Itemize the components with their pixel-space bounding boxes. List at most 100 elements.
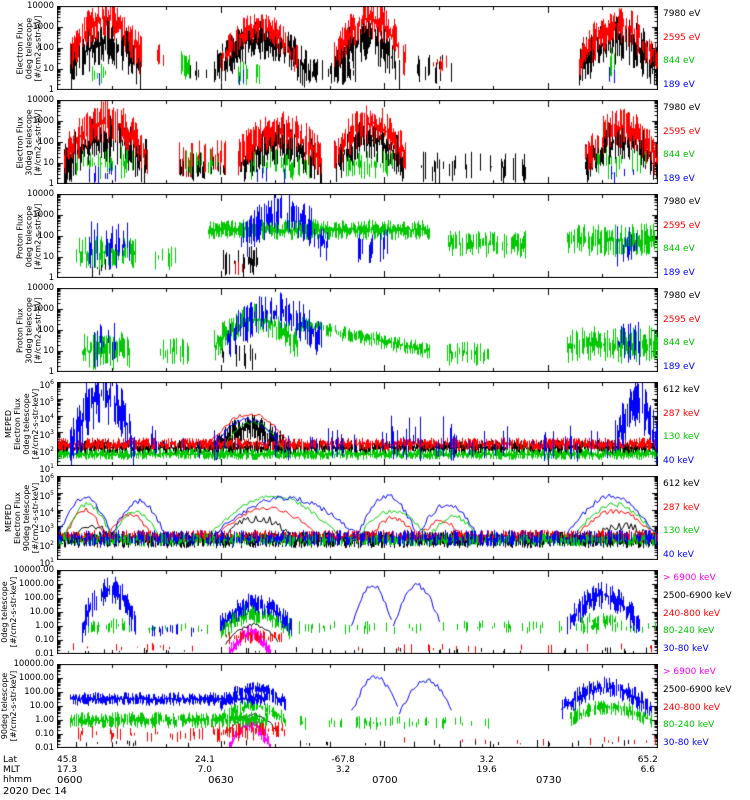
y-tick-label: 1	[48, 85, 54, 95]
y-tick-label: 100	[37, 325, 54, 335]
y-tick-label: 105	[39, 489, 54, 502]
panel-8-plot-area	[57, 664, 658, 748]
y-tick-label: 1	[48, 179, 54, 189]
panel-5-meped-electron-flux-0deg: MEPED Electron Flux 0deg telescope [#/cm2-s…	[0, 379, 750, 474]
y-tick-label: 10	[43, 158, 54, 168]
y-tick-label: 102	[39, 540, 54, 553]
y-tick-exponent: 6	[50, 379, 54, 386]
panel-2-ted-electron-flux-30deg: Electron Flux 30deg telescope [#/cm2-s-str…	[0, 96, 750, 189]
channel-label-130-keV: 130 keV	[663, 526, 700, 537]
y-tick-label: 0.01	[35, 649, 54, 659]
channel-label--6900-keV: > 6900 keV	[663, 667, 716, 677]
panel-6-plot-area	[57, 476, 658, 560]
lat-value: 65.2	[637, 755, 658, 765]
y-tick-label: 10	[43, 252, 54, 262]
y-tick-exponent: 2	[50, 540, 54, 548]
time-tick-label: 0700	[372, 775, 398, 786]
channel-label-2500-6900-keV: 2500-6900 keV	[663, 590, 732, 601]
y-tick-label: 103	[39, 523, 54, 536]
panel-1-plot-area	[57, 6, 658, 90]
channel-label-844-eV: 844 eV	[663, 56, 695, 67]
y-tick-label: 0.01	[35, 743, 54, 753]
channel-label-844-eV: 844 eV	[663, 338, 695, 349]
y-tick-label: 1	[48, 273, 54, 283]
panel-3-plot-area	[57, 194, 658, 278]
channel-label-40-keV: 40 keV	[663, 456, 694, 466]
panel-3-ted-proton-flux-0deg: Proton Flux 0deg telescope [#/cm2-s-str-eV…	[0, 190, 750, 283]
channel-label-2500-6900-keV: 2500-6900 keV	[663, 684, 732, 695]
hhmm-row-label: hhmm	[3, 775, 32, 785]
y-tick-label: 10.00	[29, 607, 54, 617]
y-tick-label: 1000	[32, 116, 54, 126]
y-tick-exponent: 5	[50, 395, 54, 403]
y-tick-label: 101	[39, 463, 54, 475]
y-tick-label: 104	[39, 412, 54, 425]
panel-7-plot-area	[57, 570, 658, 654]
panel-2-plot-area	[57, 100, 658, 184]
lat-value: 3.2	[479, 755, 494, 765]
channel-label--6900-keV: > 6900 keV	[663, 573, 716, 583]
y-tick-label: 100.00	[24, 687, 54, 697]
channel-label-844-eV: 844 eV	[663, 244, 695, 255]
y-tick-label: 1	[48, 367, 54, 377]
y-tick-label: 105	[39, 395, 54, 408]
panel-6-meped-electron-flux-90deg: MEPED Electron Flux 90deg telescope [#/cm2-…	[0, 473, 750, 568]
y-tick-exponent: 3	[50, 429, 54, 437]
time-tick-label: 0730	[536, 775, 562, 786]
y-tick-label: 10.00	[29, 701, 54, 711]
channel-label-40-keV: 40 keV	[663, 550, 694, 560]
panel-4-plot-area	[57, 288, 658, 372]
channel-label-2595-eV: 2595 eV	[663, 220, 701, 231]
channel-label-240-800-keV: 240-800 keV	[663, 702, 721, 713]
y-tick-label: 106	[39, 473, 54, 485]
channel-label-7980-eV: 7980 eV	[663, 197, 701, 207]
y-tick-label: 1000	[32, 210, 54, 220]
time-tick-label: 0600	[57, 775, 83, 786]
y-tick-label: 100	[37, 137, 54, 147]
channel-label-2595-eV: 2595 eV	[663, 314, 701, 325]
panel-1-ted-electron-flux-0deg: Electron Flux 0deg telescope [#/cm2-s-str-…	[0, 2, 750, 95]
channel-label-287-keV: 287 keV	[663, 408, 700, 419]
channel-label-189-eV: 189 eV	[663, 268, 695, 278]
y-tick-label: 1.00	[35, 715, 54, 725]
y-tick-exponent: 1	[50, 557, 54, 564]
y-tick-label: 10000	[26, 95, 54, 105]
channel-label-612-keV: 612 keV	[663, 385, 700, 395]
y-tick-exponent: 1	[50, 463, 54, 470]
y-tick-label: 10000.00	[13, 659, 54, 669]
lat-value: 45.8	[57, 755, 78, 765]
channel-label-189-eV: 189 eV	[663, 362, 695, 372]
mlt-value: 3.2	[335, 765, 351, 775]
y-tick-label: 1000	[32, 304, 54, 314]
y-tick-exponent: 3	[50, 523, 54, 531]
lat-value: 24.1	[194, 755, 215, 765]
y-tick-label: 10000	[26, 189, 54, 199]
channel-label-80-240-keV: 80-240 keV	[663, 720, 715, 731]
channel-label-189-eV: 189 eV	[663, 80, 695, 90]
mlt-value: 6.6	[640, 765, 655, 775]
y-tick-label: 106	[39, 379, 54, 391]
y-tick-label: 100.00	[24, 593, 54, 603]
y-tick-exponent: 5	[50, 489, 54, 497]
channel-label-7980-eV: 7980 eV	[663, 103, 701, 113]
y-tick-label: 101	[39, 557, 54, 569]
channel-label-287-keV: 287 keV	[663, 502, 700, 513]
channel-label-240-800-keV: 240-800 keV	[663, 608, 721, 619]
y-tick-label: 10000.00	[13, 565, 54, 575]
channel-label-612-keV: 612 keV	[663, 479, 700, 489]
y-tick-label: 0.10	[35, 729, 54, 739]
y-tick-label: 0.10	[35, 635, 54, 645]
panel-5-plot-area	[57, 382, 658, 466]
y-tick-exponent: 4	[50, 412, 54, 420]
time-tick-label: 0630	[208, 775, 234, 786]
y-tick-label: 1000	[32, 22, 54, 32]
channel-label-30-80-keV: 30-80 keV	[663, 644, 709, 654]
lat-row-label: Lat	[3, 755, 18, 765]
channel-label-189-eV: 189 eV	[663, 174, 695, 184]
mlt-row-label: MLT	[3, 765, 21, 775]
y-tick-exponent: 6	[50, 473, 54, 480]
y-tick-label: 10000	[26, 1, 54, 11]
channel-label-2595-eV: 2595 eV	[663, 126, 701, 137]
channel-label-80-240-keV: 80-240 keV	[663, 626, 715, 637]
